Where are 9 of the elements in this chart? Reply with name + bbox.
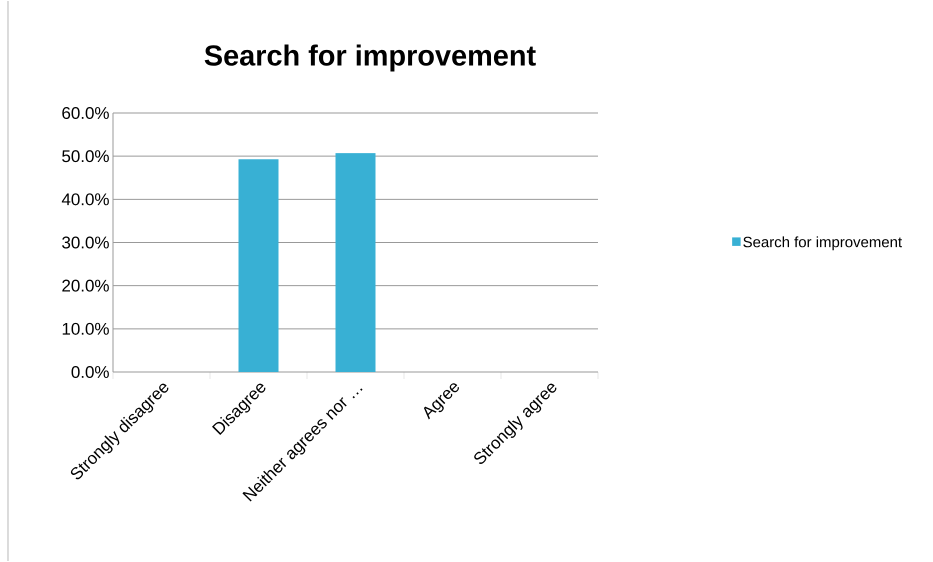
chart-title: Search for improvement xyxy=(204,44,536,72)
y-tick-label: 10.0% xyxy=(62,322,109,335)
y-tick-label: 50.0% xyxy=(62,150,109,162)
legend-label: Search for improvement xyxy=(743,236,902,250)
y-tick-label: 20.0% xyxy=(62,280,109,292)
y-tick-label: 40.0% xyxy=(62,193,109,206)
y-tick-label: 60.0% xyxy=(62,107,109,120)
y-tick-label: 0.0% xyxy=(72,366,109,378)
y-tick-label: 30.0% xyxy=(62,236,109,249)
